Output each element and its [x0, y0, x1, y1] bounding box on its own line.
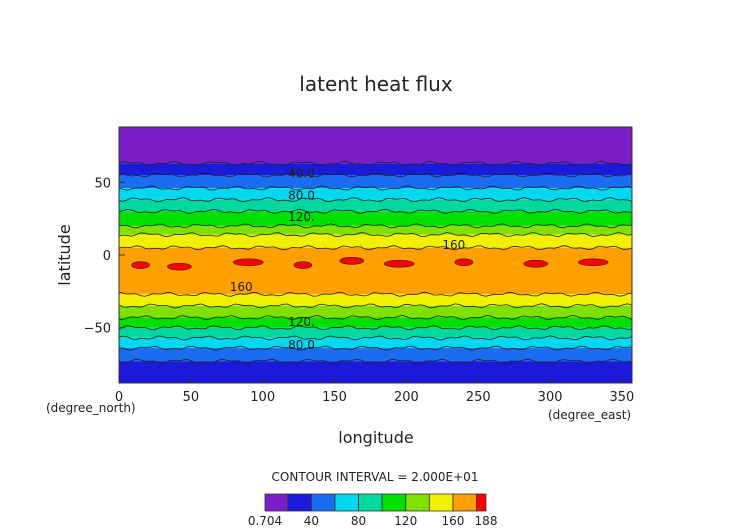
peak-patch-6 — [454, 258, 474, 267]
contour-label-6: 80.0 — [288, 338, 315, 352]
x-tick-label-50: 50 — [183, 390, 200, 405]
colorbar-label-5: 188 — [475, 514, 498, 528]
contour-label-3: 160 — [442, 238, 465, 252]
band-8 — [119, 247, 632, 295]
contour-line-6 — [118, 232, 633, 238]
colorbar-label-4: 160 — [442, 514, 465, 528]
band-14 — [119, 348, 632, 362]
colorbar-swatch-4 — [358, 493, 383, 512]
colorbar-label-3: 120 — [394, 514, 417, 528]
contour-line-5 — [118, 223, 633, 229]
contour-label-4: 160 — [230, 280, 253, 294]
band-13 — [119, 337, 632, 349]
colorbar-swatch-6 — [405, 493, 430, 512]
peak-patch-1 — [167, 262, 192, 271]
contour-labels: 40.0 80.0 120. 160 160 120. 80.0 — [230, 167, 466, 353]
contour-line-0 — [118, 160, 633, 166]
y-tick-label-50: 50 — [94, 176, 111, 191]
x-tick-label-350: 350 — [610, 390, 635, 405]
peak-patch-7 — [523, 259, 549, 268]
contour-line-9 — [118, 303, 633, 309]
x-tick-label-200: 200 — [394, 390, 419, 405]
contour-label-5: 120. — [288, 315, 315, 329]
band-15 — [119, 361, 632, 383]
contour-line-11 — [118, 325, 633, 331]
colorbar-swatch-2 — [310, 493, 336, 512]
contour-interval-note: CONTOUR INTERVAL = 2.000E+01 — [272, 470, 479, 484]
colorbar-swatch-1 — [287, 493, 312, 512]
band-1 — [119, 163, 632, 175]
peak-patch-8 — [577, 258, 609, 267]
peak-patch-3 — [293, 261, 313, 269]
colorbar-swatch-0 — [264, 493, 289, 512]
band-2 — [119, 175, 632, 189]
contour-line-14 — [118, 358, 633, 364]
band-4 — [119, 199, 632, 212]
x-tick-label-300: 300 — [538, 390, 563, 405]
band-12 — [119, 327, 632, 338]
colorbar-swatch-7 — [428, 493, 454, 512]
x-axis-ticks: 0 50 100 150 200 250 300 350 — [115, 377, 634, 405]
x-tick-label-0: 0 — [115, 390, 123, 405]
y-axis-ticks: 50 0 −50 — [84, 176, 125, 337]
contour-label-0: 40.0 — [288, 167, 315, 181]
x-tick-label-250: 250 — [466, 390, 491, 405]
contour-lines — [118, 160, 633, 364]
contour-line-7 — [118, 245, 633, 251]
chart-title: latent heat flux — [299, 72, 453, 96]
contour-line-3 — [118, 197, 633, 203]
colorbar-swatch-5 — [381, 493, 407, 512]
y-unit-label: (degree_north) — [46, 401, 136, 415]
y-tick-label-0: 0 — [103, 249, 111, 264]
colorbar-swatch-8 — [452, 493, 477, 512]
colorbar-label-1: 40 — [304, 514, 319, 528]
contour-line-2 — [118, 185, 633, 191]
colorbar-label-0: 0.704 — [248, 514, 282, 528]
band-5 — [119, 211, 632, 226]
colorbar-swatch-9 — [476, 493, 487, 512]
contour-line-1 — [118, 172, 633, 178]
colorbar-label-2: 80 — [351, 514, 366, 528]
colorbar-labels: 0.704 40 80 120 160 188 — [248, 514, 498, 528]
contour-label-2: 120. — [288, 210, 315, 224]
band-9 — [119, 294, 632, 306]
contour-line-8 — [118, 291, 633, 297]
peak-patches — [131, 257, 609, 271]
band-11 — [119, 317, 632, 328]
y-tick-label--50: −50 — [84, 322, 111, 337]
contour-line-10 — [118, 315, 633, 321]
band-0 — [119, 127, 632, 164]
contour-line-4 — [118, 208, 633, 214]
contour-line-12 — [118, 335, 633, 341]
x-tick-label-100: 100 — [250, 390, 275, 405]
peak-patch-0 — [131, 261, 150, 269]
band-6 — [119, 225, 632, 235]
band-10 — [119, 305, 632, 318]
contour-line-13 — [118, 345, 633, 351]
x-axis-label: longitude — [338, 428, 413, 447]
x-unit-label: (degree_east) — [548, 408, 631, 422]
colorbar-swatch-3 — [334, 493, 359, 512]
contour-label-1: 80.0 — [288, 188, 315, 202]
colorbar — [264, 493, 487, 512]
peak-patch-2 — [233, 258, 264, 267]
heatmap-field — [119, 127, 632, 383]
y-axis-label: latitude — [55, 224, 74, 285]
peak-patch-5 — [383, 259, 415, 268]
x-tick-label-150: 150 — [322, 390, 347, 405]
band-7 — [119, 234, 632, 248]
peak-patch-4 — [339, 257, 365, 265]
band-3 — [119, 188, 632, 200]
